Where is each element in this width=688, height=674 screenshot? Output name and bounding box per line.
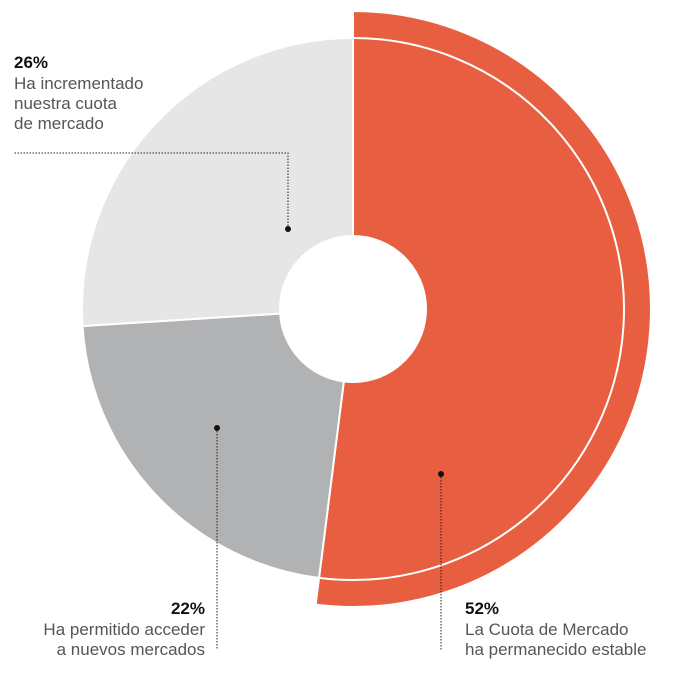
value-label: 26% (14, 53, 48, 72)
value-label: 22% (171, 599, 205, 618)
leader-dot (214, 425, 220, 431)
category-label: La Cuota de Mercado (465, 620, 629, 639)
slice (81, 36, 354, 328)
leader-dot (285, 226, 291, 232)
category-label: nuestra cuota (14, 94, 118, 113)
highlight-ring (318, 37, 625, 581)
value-label: 52% (465, 599, 499, 618)
leader-dot (438, 471, 444, 477)
category-label: Ha permitido acceder (43, 620, 205, 639)
category-label: ha permanecido estable (465, 640, 646, 659)
leader-line (14, 152, 289, 229)
category-label: Ha incrementado (14, 74, 143, 93)
slice (81, 312, 345, 579)
category-label: a nuevos mercados (57, 640, 205, 659)
slice (314, 9, 652, 608)
category-label: de mercado (14, 114, 104, 133)
